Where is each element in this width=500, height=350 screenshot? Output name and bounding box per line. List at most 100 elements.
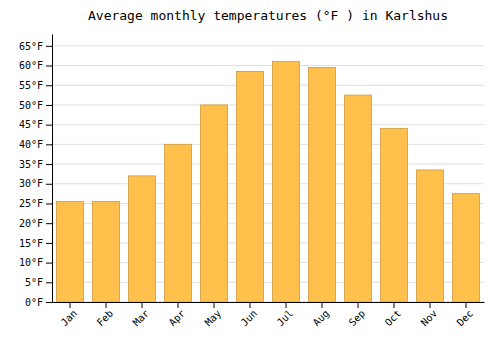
x-tick-label: Aug	[311, 308, 332, 329]
grid-line	[52, 85, 484, 86]
bar	[417, 170, 444, 302]
y-tick: 40°F	[19, 139, 52, 150]
y-tick-label: 60°F	[19, 60, 43, 71]
bar	[93, 202, 120, 303]
y-axis: 0°F 5°F 10°F 15°F 20°F 25°F 30°F 35°F 40°F 45°F 50…	[19, 35, 53, 308]
x-tick-label: Feb	[95, 308, 116, 329]
y-tick-mark	[46, 46, 52, 47]
y-tick-mark	[46, 105, 52, 106]
x-tick-mark	[286, 302, 287, 308]
bar	[381, 129, 408, 302]
y-tick-label: 10°F	[19, 257, 43, 268]
y-tick-label: 45°F	[19, 119, 43, 130]
y-tick-mark	[46, 85, 52, 86]
x-tick-label: May	[203, 308, 224, 329]
x-tick-label: Oct	[383, 308, 404, 329]
x-tick-mark	[322, 302, 323, 308]
x-tick: Apr	[167, 302, 188, 328]
bar	[345, 95, 372, 302]
x-tick: Jan	[59, 302, 80, 328]
y-tick: 0°F	[25, 297, 52, 308]
bar	[129, 176, 156, 302]
x-tick-mark	[70, 302, 71, 308]
y-tick-label: 25°F	[19, 198, 43, 209]
x-tick-mark	[358, 302, 359, 308]
grid-line	[52, 45, 484, 46]
plot: 0°F 5°F 10°F 15°F 20°F 25°F 30°F 35°F 40°F 45°F 50…	[19, 35, 485, 329]
x-tick: Aug	[311, 302, 332, 328]
y-tick: 10°F	[19, 257, 52, 268]
x-tick-mark	[178, 302, 179, 308]
x-tick-label: Jun	[239, 308, 260, 329]
x-tick-label: Nov	[419, 308, 440, 329]
x-tick: Jul	[275, 302, 296, 328]
x-tick-mark	[430, 302, 431, 308]
bar	[273, 62, 300, 302]
x-tick: Mar	[131, 302, 152, 328]
x-tick-label: Sep	[347, 308, 368, 329]
y-tick-mark	[46, 282, 52, 283]
x-tick: Dec	[455, 302, 476, 328]
y-tick-mark	[46, 144, 52, 145]
y-tick: 65°F	[19, 41, 52, 52]
y-tick-mark	[46, 243, 52, 244]
y-tick-label: 50°F	[19, 100, 43, 111]
x-axis: Jan Feb Mar Apr May Jun Jul Aug Sep Oct Nov Dec	[53, 302, 485, 328]
grid	[52, 46, 484, 302]
x-tick-mark	[106, 302, 107, 308]
x-tick-mark	[250, 302, 251, 308]
y-tick: 45°F	[19, 119, 52, 130]
y-tick: 30°F	[19, 178, 52, 189]
x-tick-label: Dec	[455, 308, 476, 329]
y-tick-mark	[46, 66, 52, 67]
y-tick-label: 30°F	[19, 178, 43, 189]
x-tick: Nov	[419, 302, 440, 328]
bar	[165, 144, 192, 302]
grid-line	[52, 65, 484, 66]
y-tick-mark	[46, 223, 52, 224]
y-tick-mark	[46, 302, 52, 303]
bars	[57, 62, 480, 302]
x-tick: Jun	[239, 302, 260, 328]
y-tick: 15°F	[19, 238, 52, 249]
y-tick: 55°F	[19, 80, 52, 91]
x-tick: Oct	[383, 302, 404, 328]
x-tick-mark	[466, 302, 467, 308]
y-tick-label: 5°F	[25, 277, 43, 288]
x-tick-label: Jan	[59, 308, 80, 329]
x-axis-line	[53, 302, 485, 303]
y-tick: 35°F	[19, 159, 52, 170]
x-tick-mark	[394, 302, 395, 308]
grid-line	[52, 144, 484, 145]
y-tick-mark	[46, 125, 52, 126]
y-tick: 5°F	[25, 277, 52, 288]
y-tick-label: 20°F	[19, 218, 43, 229]
y-axis-line	[52, 35, 53, 303]
x-tick: Sep	[347, 302, 368, 328]
y-tick: 50°F	[19, 100, 52, 111]
y-tick-mark	[46, 164, 52, 165]
bar	[237, 71, 264, 302]
bar	[309, 68, 336, 303]
x-tick: Feb	[95, 302, 116, 328]
y-tick-label: 35°F	[19, 159, 43, 170]
x-tick-mark	[214, 302, 215, 308]
y-tick-label: 55°F	[19, 80, 43, 91]
grid-line	[52, 124, 484, 125]
y-tick-mark	[46, 203, 52, 204]
x-tick-label: Jul	[275, 308, 296, 329]
y-tick-mark	[46, 184, 52, 185]
bar	[453, 194, 480, 302]
title: Average monthly temperatures (°F ) in Ka…	[88, 8, 448, 23]
bar	[201, 105, 228, 302]
y-tick-label: 15°F	[19, 238, 43, 249]
x-tick-mark	[142, 302, 143, 308]
y-tick: 60°F	[19, 60, 52, 71]
grid-line	[52, 104, 484, 105]
y-tick-label: 0°F	[25, 297, 43, 308]
x-tick: May	[203, 302, 224, 328]
y-tick-label: 65°F	[19, 41, 43, 52]
grid-line	[52, 164, 484, 165]
y-tick: 20°F	[19, 218, 52, 229]
x-tick-label: Apr	[167, 308, 188, 329]
